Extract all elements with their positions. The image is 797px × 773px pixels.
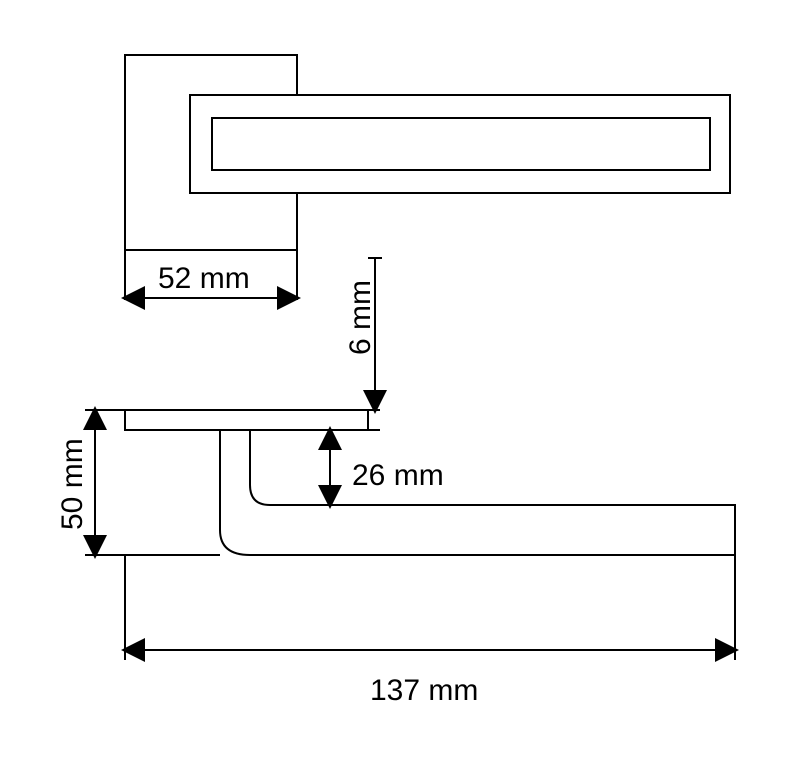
dim-50mm: 50 mm	[56, 410, 220, 555]
top-view	[125, 55, 730, 250]
dim-6mm: 6 mm	[344, 258, 382, 430]
dim-6-label: 6 mm	[344, 280, 377, 355]
handle-outer	[190, 95, 730, 193]
dim-26mm: 26 mm	[270, 430, 444, 505]
dim-50-label: 50 mm	[56, 438, 89, 530]
dim-52mm: 52 mm	[125, 250, 297, 300]
handle-side	[220, 430, 735, 555]
dim-52-label: 52 mm	[158, 262, 250, 295]
dim-26-label: 26 mm	[352, 459, 444, 492]
plate-side	[125, 410, 368, 430]
technical-drawing: 52 mm 6 mm 50 mm 26 mm	[0, 0, 797, 773]
dim-137-label: 137 mm	[370, 674, 478, 707]
dim-137mm: 137 mm	[125, 555, 735, 707]
